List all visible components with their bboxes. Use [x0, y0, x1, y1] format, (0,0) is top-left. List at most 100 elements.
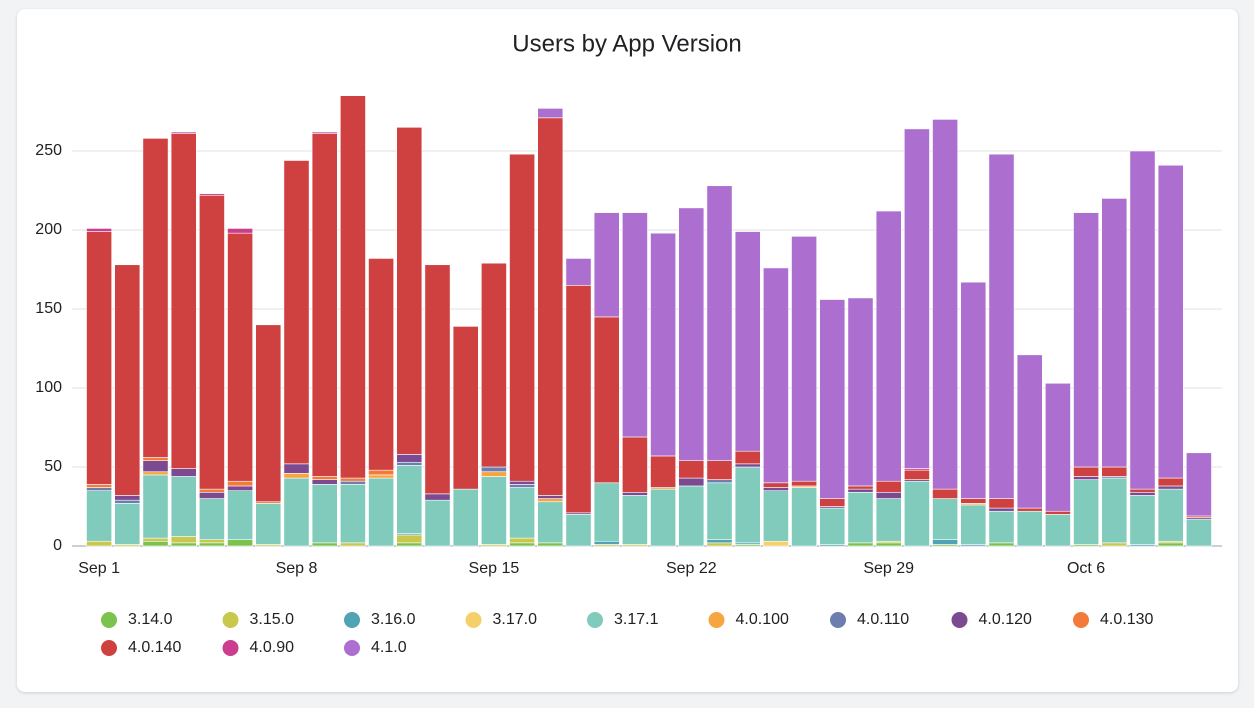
bar-segment — [847, 491, 874, 544]
bar-segment — [988, 507, 1015, 512]
bar-segment — [932, 488, 959, 499]
bar-segment — [114, 499, 141, 504]
bar-segment — [1045, 382, 1071, 512]
bar-segment — [791, 487, 818, 547]
bar-segment — [199, 488, 225, 493]
legend-label: 4.0.90 — [250, 639, 295, 656]
y-tick-label: 0 — [53, 537, 62, 554]
bar-segment — [791, 480, 818, 487]
bar-segment — [86, 487, 113, 492]
bar-segment — [960, 498, 987, 504]
legend-swatch — [101, 640, 117, 656]
legend-swatch — [830, 612, 846, 628]
bar-segment — [847, 297, 874, 487]
bar-segment — [593, 212, 620, 318]
bar-segment — [86, 540, 113, 547]
bar-segment — [311, 484, 338, 544]
bar-segment — [480, 476, 507, 545]
bar-segment — [1186, 518, 1212, 547]
bar-segment — [509, 542, 536, 547]
bar-segment — [791, 236, 818, 482]
bar-segment — [311, 479, 338, 485]
bar-segment — [762, 267, 789, 484]
bar-segment — [565, 514, 592, 547]
bar-segment — [339, 95, 366, 479]
bar-segment — [227, 490, 254, 540]
legend-swatch — [222, 640, 239, 656]
bar-segment — [86, 231, 113, 485]
bar-segment — [932, 119, 959, 490]
bar-segment — [339, 477, 366, 482]
bar-segment — [199, 542, 225, 547]
bar-segment — [1073, 479, 1100, 545]
legend-swatch — [1073, 612, 1089, 628]
bar-segment — [396, 127, 423, 455]
bar-segment — [170, 131, 197, 134]
bar-segment — [847, 485, 874, 490]
bar-segment — [1101, 477, 1128, 544]
bar-segment — [819, 507, 846, 545]
bar-segment — [227, 539, 254, 547]
legend-swatch — [951, 612, 968, 628]
bar-segment — [1129, 150, 1156, 490]
bar-segment — [988, 498, 1015, 509]
bar-segment — [1129, 488, 1156, 493]
bar-segment — [480, 471, 507, 477]
bar-segment — [621, 491, 648, 496]
bar-segment — [368, 477, 395, 547]
bar-segment — [621, 436, 648, 493]
bar-segment — [565, 284, 592, 514]
bar-segment — [621, 495, 648, 545]
y-tick-label: 50 — [44, 458, 62, 475]
bar-segment — [170, 468, 197, 477]
bar-segment — [199, 491, 225, 499]
bar-segment — [396, 465, 423, 534]
legend-label: 4.0.100 — [736, 611, 789, 628]
bar-segment — [199, 193, 225, 196]
x-tick-label: Sep 15 — [469, 560, 520, 577]
bar-segment — [199, 194, 225, 490]
bar-segment — [734, 466, 761, 544]
bar-segment — [762, 487, 789, 492]
bar-segment — [396, 454, 423, 463]
bar-segment — [875, 542, 902, 547]
bar-segment — [593, 316, 620, 484]
bar-segment — [283, 477, 310, 547]
bar-segment — [650, 488, 677, 547]
legend-label: 4.0.140 — [128, 639, 181, 656]
legend-label: 3.14.0 — [128, 611, 173, 628]
bar-segment — [847, 488, 874, 493]
bar-segment — [199, 539, 225, 544]
bar-segment — [142, 540, 169, 547]
bar-segment — [1045, 510, 1071, 515]
bar-segment — [875, 491, 902, 499]
bar-segment — [114, 495, 141, 501]
y-tick-label: 100 — [35, 379, 62, 396]
bar-segment — [142, 537, 169, 542]
bar-segment — [621, 212, 648, 438]
bar-segment — [142, 457, 169, 461]
bar-segment — [368, 474, 395, 479]
bar-segment — [1016, 354, 1043, 509]
bar-segment — [650, 455, 677, 488]
bar-segment — [706, 539, 733, 544]
bar-segment — [339, 480, 366, 485]
legend-label: 4.0.130 — [1100, 611, 1153, 628]
bar-segment — [1101, 198, 1128, 468]
bar-segment — [1073, 476, 1100, 480]
bar-segment — [424, 499, 451, 547]
bar-segment — [875, 480, 902, 493]
bar-segment — [537, 108, 564, 119]
x-tick-label: Sep 1 — [78, 560, 120, 577]
bar-segment — [509, 487, 536, 539]
x-tick-label: Sep 22 — [666, 560, 717, 577]
bar-segment — [1157, 477, 1184, 487]
bar-segment — [960, 281, 987, 499]
bar-segment — [1157, 488, 1184, 542]
bar-segment — [819, 299, 846, 499]
bar-segment — [960, 504, 987, 545]
legend-swatch — [222, 612, 239, 628]
legend-swatch — [344, 612, 360, 628]
bar-segment — [988, 542, 1015, 547]
